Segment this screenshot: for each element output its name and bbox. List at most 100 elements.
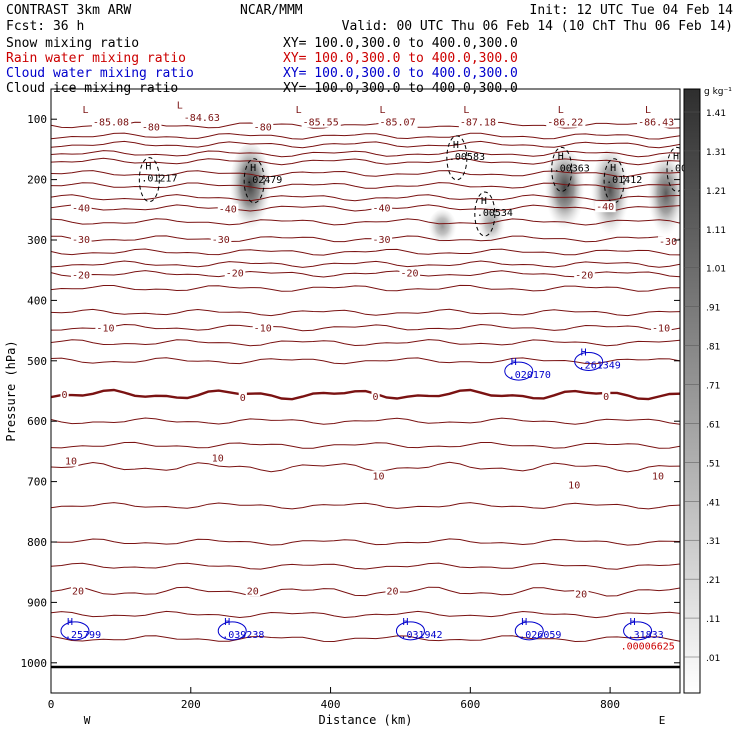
contour-label-bg xyxy=(182,111,222,123)
y-tick-label: 800 xyxy=(27,536,47,549)
header-center: NCAR/MMM xyxy=(240,3,303,18)
contour-label-bg xyxy=(574,588,589,600)
ice-max-marker: H xyxy=(558,151,564,162)
ice-max-value: .02479 xyxy=(246,175,282,186)
contour-label-bg xyxy=(70,269,92,281)
contour-label-bg xyxy=(385,585,400,597)
cloud-water-max-value: .026059 xyxy=(519,630,561,641)
legend-cloud-water-label: Cloud water mixing ratio xyxy=(6,66,194,81)
colorbar-tick-label: 1.21 xyxy=(706,187,726,197)
contour-label: 0 xyxy=(240,393,246,404)
ice-contour-0 xyxy=(138,157,160,203)
isotherm-line xyxy=(51,610,680,619)
contour-label: -84.63 xyxy=(184,113,220,124)
cloud-water-contour-3 xyxy=(217,621,247,641)
cloud-water-max-marker: H xyxy=(67,617,73,628)
ice-max-marker: H xyxy=(145,162,151,173)
contour-label-bg xyxy=(651,470,666,482)
x-tick-label: 200 xyxy=(181,698,201,711)
colorbar-tick-label: 1.41 xyxy=(706,109,726,119)
contour-label-bg xyxy=(371,390,380,402)
snow-core-0 xyxy=(229,143,271,234)
low-marker: L xyxy=(177,100,183,111)
contour-label-bg xyxy=(546,116,586,128)
contour-label: -40 xyxy=(596,202,614,213)
isotherm--10 xyxy=(51,323,680,332)
snow-core-5 xyxy=(647,155,680,240)
isotherm-line xyxy=(51,132,680,140)
ice-contour-4 xyxy=(551,146,573,192)
contour-label: -85.07 xyxy=(379,118,415,129)
colorbar-ramp xyxy=(683,88,701,694)
contour-label: -10 xyxy=(254,324,272,335)
low-marker: L xyxy=(645,105,651,116)
ice-max-value: .01217 xyxy=(141,174,177,185)
contour-label-bg xyxy=(658,236,679,248)
isotherm-line xyxy=(51,562,680,570)
cloud-water-contour-4 xyxy=(395,621,425,641)
cloud-water-max-value: .031942 xyxy=(400,630,442,641)
colorbar-tick-label: .31 xyxy=(706,537,720,547)
contour-label: -30 xyxy=(659,237,677,248)
isotherm--70 xyxy=(51,140,680,149)
cloud-water-max-marker: H xyxy=(224,617,230,628)
isotherm-line xyxy=(51,194,680,202)
y-tick-label: 200 xyxy=(27,174,47,187)
legend-cloud-water-xy: XY= 100.0,300.0 to 400.0,300.0 xyxy=(283,66,518,81)
rain-max-value: .00006625 xyxy=(621,642,675,653)
ice-contour-6 xyxy=(666,146,680,192)
contour-label-bg xyxy=(60,389,69,401)
header-forecast: Fcst: 36 h xyxy=(6,19,84,34)
x-tick-label: 600 xyxy=(460,698,480,711)
y-tick-label: 500 xyxy=(27,355,47,368)
y-tick-label: 100 xyxy=(27,113,47,126)
x-tick-label: 400 xyxy=(321,698,341,711)
colorbar-unit: g kg⁻¹ xyxy=(704,87,732,97)
contour-label: -20 xyxy=(72,270,90,281)
ice-contour-3 xyxy=(474,191,496,237)
contour-label-bg xyxy=(224,267,246,279)
contour-label-bg xyxy=(245,585,261,597)
cloud-water-contour-5 xyxy=(514,621,544,641)
plot-frame xyxy=(50,88,681,694)
cloud-water-max-value: .31833 xyxy=(628,630,664,641)
ice-max-marker: H xyxy=(673,151,679,162)
west-label: W xyxy=(84,714,91,727)
ice-max-marker: H xyxy=(453,140,459,151)
contour-label: -80 xyxy=(142,122,160,133)
ice-max-value: .00534 xyxy=(477,208,513,219)
temperature-contours xyxy=(51,121,680,669)
ice-max-marker: H xyxy=(610,163,616,174)
y-tick-label: 900 xyxy=(27,596,47,609)
low-marker: L xyxy=(558,105,564,116)
legend-snow-label: Snow mixing ratio xyxy=(6,36,139,51)
isotherm-line xyxy=(51,182,680,190)
isotherm-line xyxy=(51,308,680,317)
contour-label-bg xyxy=(574,269,595,281)
header-valid: Valid: 00 UTC Thu 06 Feb 14 (10 ChT Thu … xyxy=(342,19,733,34)
cloud-ice-contours xyxy=(138,135,680,237)
contour-label-bg xyxy=(70,202,92,214)
header-init: Init: 12 UTC Tue 04 Feb 14 xyxy=(530,3,734,18)
contour-label: 20 xyxy=(247,586,259,597)
y-tick-label: 700 xyxy=(27,476,47,489)
colorbar-tick-label: .51 xyxy=(706,459,720,469)
contour-label: 10 xyxy=(372,472,384,483)
contour-label: 10 xyxy=(65,456,77,467)
contour-label-bg xyxy=(140,121,162,133)
cloud-water-contour-0 xyxy=(504,361,534,381)
contour-label-bg xyxy=(371,470,386,482)
contour-label-bg xyxy=(238,392,247,404)
legend-rain-label: Rain water mixing ratio xyxy=(6,51,186,66)
cloud-water-max-value: .039238 xyxy=(222,630,264,641)
snow-core-3 xyxy=(544,149,585,234)
contour-label-bg xyxy=(70,233,92,245)
east-label: E xyxy=(659,714,666,727)
low-marker: L xyxy=(379,105,385,116)
cloud-water-contours xyxy=(60,351,653,641)
x-tick-label: 800 xyxy=(600,698,620,711)
contour-label-bg xyxy=(399,267,421,279)
colorbar-tick-label: .01 xyxy=(706,654,720,664)
